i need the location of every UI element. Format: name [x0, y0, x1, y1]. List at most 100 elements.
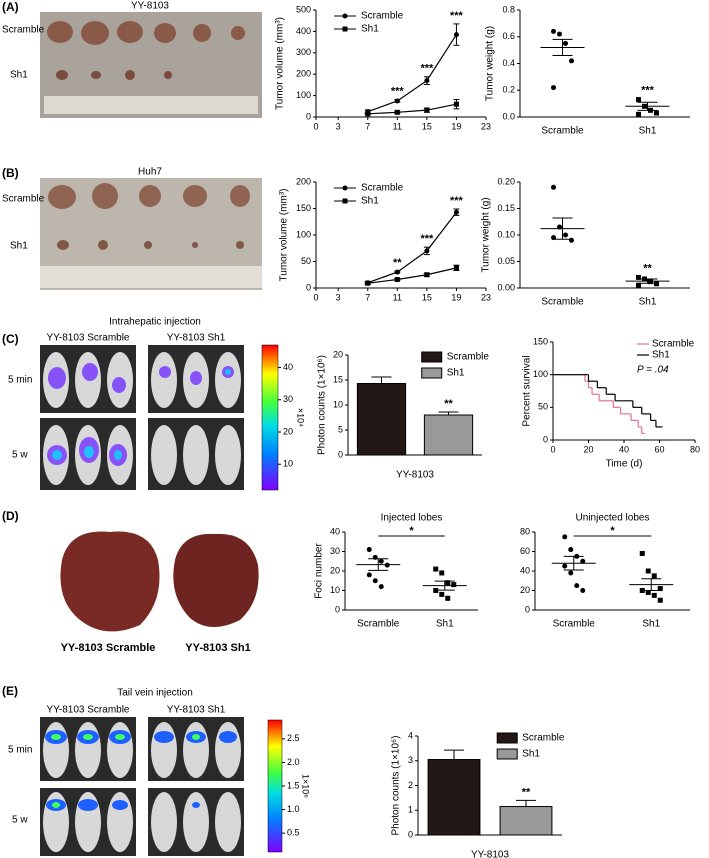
y-tick-label: 3 — [408, 755, 413, 765]
x-tick-label: 0 — [313, 292, 318, 302]
data-point — [574, 583, 580, 589]
colorbar-tick-label: 10 — [283, 459, 293, 469]
significance: * — [610, 525, 615, 537]
panel-label: (E) — [2, 684, 18, 698]
x-tick-label: Sh1 — [639, 126, 657, 137]
chart-title: Injected lobes — [381, 513, 443, 524]
legend-swatch — [496, 732, 518, 744]
x-tick-label: 0 — [550, 444, 555, 454]
annotation: P = .04 — [637, 365, 669, 376]
photo-title: Huh7 — [138, 167, 162, 178]
y-tick-label: 400 — [296, 26, 311, 36]
y-tick-label: 40 — [520, 565, 530, 575]
bar — [356, 383, 407, 456]
row-label: 5 w — [12, 450, 28, 461]
data-point — [378, 584, 384, 590]
data-point — [568, 547, 574, 553]
data-point — [639, 550, 645, 556]
y-tick-label: 0.05 — [497, 256, 515, 266]
data-point — [551, 85, 556, 91]
data-point — [580, 558, 586, 564]
y-tick-label: 150 — [533, 336, 548, 346]
legend-label: Sh1 — [522, 749, 540, 760]
y-tick-label: 0 — [306, 111, 311, 121]
colorbar-tick-label: 30 — [283, 394, 293, 404]
photo-title: YY-8103 — [131, 1, 169, 12]
data-point — [372, 578, 378, 584]
row-label: Sh1 — [10, 241, 28, 252]
y-tick-label: 20 — [330, 565, 340, 575]
x-tick-label: 3 — [336, 292, 341, 302]
data-point — [453, 209, 459, 215]
y-tick-label: 0 — [306, 282, 311, 292]
data-point — [569, 237, 574, 243]
data-point — [654, 110, 659, 116]
y-tick-label: 80 — [520, 526, 530, 536]
legend-swatch — [421, 367, 443, 379]
y-tick-label: 50 — [301, 256, 311, 266]
x-tick-label: Sh1 — [639, 297, 657, 308]
data-point — [562, 534, 568, 540]
x-tick-label: Scramble — [553, 619, 596, 630]
data-point — [636, 282, 641, 288]
y-tick-label: 5 — [338, 424, 343, 434]
row-label: 5 w — [12, 815, 28, 826]
y-tick-label: 0.8 — [502, 4, 515, 14]
y-tick-label: 4 — [408, 730, 413, 740]
colorbar-tick-label: 1.5 — [287, 780, 300, 790]
data-point — [562, 563, 568, 569]
significance: *** — [450, 195, 464, 207]
row-label: Scramble — [2, 25, 45, 36]
x-tick-label: 15 — [422, 121, 432, 131]
data-point — [424, 78, 430, 84]
y-tick-label: 10 — [330, 585, 340, 595]
data-point — [384, 562, 390, 568]
y-tick-label: 0 — [335, 604, 340, 614]
y-tick-label: 200 — [296, 176, 311, 186]
data-point — [365, 111, 371, 117]
tumor-photo — [40, 178, 262, 290]
colorbar-unit: 1×10⁶ — [301, 774, 311, 798]
significance: ** — [522, 786, 531, 798]
legend-label: Sh1 — [361, 196, 379, 207]
significance: ** — [444, 398, 453, 410]
data-point — [439, 570, 445, 576]
panel-label: (A) — [2, 0, 19, 14]
legend-marker — [342, 198, 348, 204]
chart-title: Uninjected lobes — [576, 513, 650, 524]
data-point — [433, 566, 439, 572]
series-line — [367, 34, 457, 113]
y-tick-label: 500 — [296, 4, 311, 14]
bar — [427, 759, 481, 836]
x-tick-label: Scramble — [357, 619, 400, 630]
x-tick-label: 7 — [365, 121, 370, 131]
data-point — [394, 277, 400, 283]
y-tick-label: 15 — [333, 374, 343, 384]
significance: ** — [643, 262, 652, 274]
photo-caption: YY-8103 Scramble — [61, 642, 156, 654]
y-tick-label: 0.4 — [502, 58, 515, 68]
x-tick-label: 23 — [481, 292, 491, 302]
y-tick-label: 0 — [525, 604, 530, 614]
x-axis-label: YY-8103 — [396, 470, 434, 481]
colorbar-tick-label: 0.5 — [287, 828, 300, 838]
y-axis-label: Tumor weight (g) — [485, 26, 496, 101]
significance: ** — [393, 257, 402, 269]
x-tick-label: 20 — [583, 444, 593, 454]
bar — [423, 414, 474, 456]
x-tick-label: Scramble — [541, 297, 584, 308]
y-tick-label: 2 — [408, 780, 413, 790]
data-point — [645, 568, 651, 574]
bar — [499, 806, 553, 836]
row-label: Sh1 — [10, 70, 28, 81]
data-point — [451, 582, 457, 588]
x-tick-label: 80 — [690, 444, 700, 454]
row-label: Scramble — [2, 194, 45, 205]
y-tick-label: 20 — [520, 585, 530, 595]
y-axis-label: Photon counts (1×10⁶) — [391, 735, 402, 835]
significance: *** — [641, 85, 655, 97]
data-point — [657, 597, 663, 603]
significance: *** — [391, 86, 405, 98]
data-point — [394, 98, 400, 104]
legend-label: Sh1 — [652, 350, 670, 361]
